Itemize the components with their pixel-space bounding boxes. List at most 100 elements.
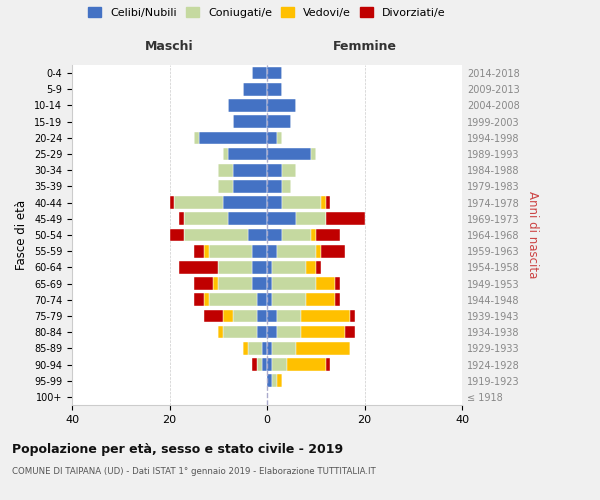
Bar — [184, 228, 248, 241]
Bar — [272, 342, 296, 354]
Text: COMUNE DI TAIPANA (UD) - Dati ISTAT 1° gennaio 2019 - Elaborazione TUTTITALIA.IT: COMUNE DI TAIPANA (UD) - Dati ISTAT 1° g… — [12, 468, 376, 476]
Bar — [267, 310, 277, 322]
Bar — [267, 67, 281, 80]
Bar — [311, 228, 316, 241]
Bar — [228, 148, 267, 160]
Bar — [320, 245, 345, 258]
Bar — [267, 196, 281, 209]
Bar — [306, 261, 316, 274]
Bar — [272, 294, 306, 306]
Bar — [320, 196, 325, 209]
Bar — [218, 326, 223, 338]
Bar — [267, 212, 296, 225]
Text: Popolazione per età, sesso e stato civile - 2019: Popolazione per età, sesso e stato civil… — [12, 442, 343, 456]
Bar — [233, 116, 267, 128]
Bar — [218, 164, 233, 176]
Bar — [296, 342, 350, 354]
Bar — [257, 310, 267, 322]
Bar — [277, 374, 281, 387]
Bar — [335, 278, 340, 290]
Bar — [228, 212, 267, 225]
Bar — [335, 294, 340, 306]
Bar — [262, 342, 267, 354]
Bar — [316, 278, 335, 290]
Bar — [203, 310, 223, 322]
Bar — [242, 342, 248, 354]
Bar — [194, 245, 203, 258]
Bar — [242, 83, 267, 96]
Bar — [281, 196, 320, 209]
Bar — [267, 374, 272, 387]
Bar — [170, 196, 175, 209]
Bar — [316, 245, 320, 258]
Bar — [248, 228, 267, 241]
Bar — [209, 294, 257, 306]
Bar — [277, 310, 301, 322]
Bar — [223, 310, 233, 322]
Bar — [223, 326, 257, 338]
Text: Maschi: Maschi — [145, 40, 194, 52]
Bar — [281, 228, 311, 241]
Bar — [272, 261, 306, 274]
Bar — [248, 342, 262, 354]
Bar — [267, 326, 277, 338]
Bar — [194, 278, 214, 290]
Bar — [233, 310, 257, 322]
Bar — [253, 358, 257, 371]
Bar — [301, 326, 345, 338]
Bar — [267, 228, 281, 241]
Bar — [277, 245, 316, 258]
Bar — [233, 180, 267, 192]
Bar — [218, 180, 233, 192]
Bar — [281, 164, 296, 176]
Bar — [257, 294, 267, 306]
Bar — [170, 228, 184, 241]
Bar — [316, 228, 340, 241]
Bar — [203, 294, 209, 306]
Bar — [267, 180, 281, 192]
Bar — [267, 83, 281, 96]
Bar — [325, 212, 365, 225]
Bar — [175, 196, 223, 209]
Bar — [218, 278, 253, 290]
Bar — [267, 99, 296, 112]
Bar — [277, 326, 301, 338]
Y-axis label: Fasce di età: Fasce di età — [16, 200, 28, 270]
Bar — [272, 358, 287, 371]
Bar — [194, 132, 199, 144]
Legend: Celibi/Nubili, Coniugati/e, Vedovi/e, Divorziati/e: Celibi/Nubili, Coniugati/e, Vedovi/e, Di… — [84, 2, 450, 22]
Bar — [233, 164, 267, 176]
Bar — [345, 326, 355, 338]
Bar — [267, 342, 272, 354]
Bar — [199, 132, 267, 144]
Bar — [218, 261, 253, 274]
Bar — [301, 310, 350, 322]
Bar — [179, 261, 218, 274]
Bar — [184, 212, 228, 225]
Bar — [325, 196, 331, 209]
Bar — [306, 294, 335, 306]
Bar — [194, 294, 203, 306]
Bar — [253, 261, 267, 274]
Bar — [253, 245, 267, 258]
Bar — [179, 212, 184, 225]
Bar — [350, 310, 355, 322]
Bar — [253, 278, 267, 290]
Y-axis label: Anni di nascita: Anni di nascita — [526, 192, 539, 278]
Bar — [296, 212, 325, 225]
Bar — [311, 148, 316, 160]
Bar — [223, 196, 267, 209]
Bar — [267, 148, 311, 160]
Bar — [272, 278, 316, 290]
Bar — [277, 132, 281, 144]
Bar — [209, 245, 253, 258]
Bar — [325, 358, 331, 371]
Bar — [267, 261, 272, 274]
Bar — [267, 116, 292, 128]
Bar — [257, 358, 262, 371]
Bar — [253, 67, 267, 80]
Bar — [281, 180, 292, 192]
Bar — [267, 132, 277, 144]
Bar — [316, 261, 320, 274]
Bar — [287, 358, 325, 371]
